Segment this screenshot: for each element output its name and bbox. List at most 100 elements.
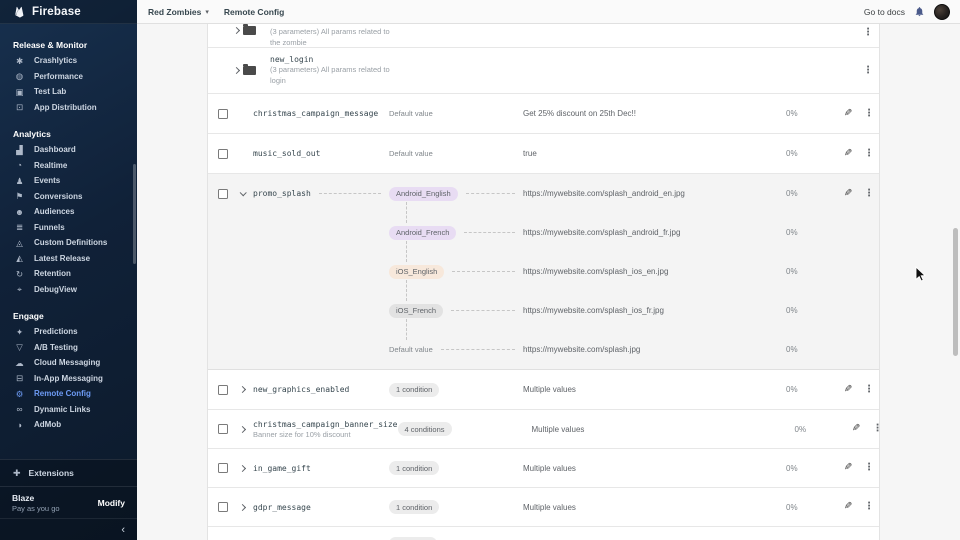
overflow-menu-icon[interactable]: ⋮ — [863, 27, 873, 38]
chevron-right-icon[interactable] — [238, 425, 247, 433]
kebab-cell: ⋮ — [858, 147, 879, 159]
go-to-docs-link[interactable]: Go to docs — [863, 6, 905, 17]
parameter-row[interactable]: christmas_campaign_banner_size Banner siz… — [208, 410, 879, 449]
overflow-menu-icon[interactable]: ⋮ — [864, 501, 874, 512]
row-checkbox[interactable] — [218, 384, 228, 395]
parameter-row-expanded[interactable]: promo_splash Android_English https://myweb… — [208, 174, 879, 370]
pencil-cell: ✎ — [838, 187, 858, 199]
sidebar-scrollbar[interactable] — [133, 164, 136, 264]
row-checkbox[interactable] — [218, 463, 228, 473]
chevron-cell — [232, 464, 253, 472]
sidebar-item-realtime[interactable]: ◔ Realtime — [0, 158, 137, 174]
condition-cell: Android_French — [389, 225, 523, 240]
kebab-cell: ⋮ — [858, 107, 879, 119]
chevron-right-icon[interactable] — [238, 385, 247, 394]
modify-plan-button[interactable]: Modify — [97, 497, 125, 508]
condition-cell: iOS_English — [389, 264, 523, 279]
row-checkbox[interactable] — [218, 108, 228, 119]
collapse-sidebar-icon[interactable]: ‹ — [121, 523, 125, 536]
edit-icon[interactable]: ✎ — [843, 501, 853, 512]
sidebar-item-debugview[interactable]: ⌖ DebugView — [0, 282, 137, 298]
pencil-cell: ✎ — [838, 383, 858, 395]
plan-name: Blaze — [12, 492, 35, 503]
condition-label: Default value — [389, 345, 433, 354]
overflow-menu-icon[interactable]: ⋮ — [864, 107, 874, 119]
chevron-cell — [232, 385, 253, 394]
page-scrollbar[interactable] — [953, 228, 958, 356]
parameter-group-row[interactable]: (3 parameters) All params related to the … — [208, 24, 879, 48]
parameter-row[interactable]: music_sold_out Default value true 0% ✎ ⋮ — [208, 134, 879, 174]
sidebar-item-events[interactable]: ♟ Events — [0, 173, 137, 189]
sidebar-item-funnels[interactable]: ≣ Funnels — [0, 220, 137, 236]
sidebar-item-crashlytics[interactable]: ✱ Crashlytics — [0, 53, 137, 69]
parameter-row[interactable]: in_game_gift 1 condition Multiple values 0%… — [208, 449, 879, 488]
checkbox-cell — [208, 108, 232, 119]
sidebar-item-label: Audiences — [34, 207, 75, 217]
sidebar-item-remote-config[interactable]: ⚙ Remote Config — [0, 386, 137, 402]
sidebar-item-conversions[interactable]: ⚑ Conversions — [0, 189, 137, 205]
chevron-right-icon[interactable] — [238, 503, 247, 511]
sidebar-item-label: Performance — [34, 71, 83, 81]
sidebar-item-dynamic-links[interactable]: ∞ Dynamic Links — [0, 402, 137, 418]
overflow-menu-icon[interactable]: ⋮ — [873, 424, 880, 434]
condition-label: Default value — [389, 149, 433, 158]
breadcrumb[interactable]: Remote Config — [223, 6, 285, 17]
parameter-row[interactable]: new_graphics_enabled 1 condition Multiple … — [208, 370, 879, 410]
sidebar-item-ab-testing[interactable]: ▽ A/B Testing — [0, 340, 137, 356]
edit-icon[interactable]: ✎ — [843, 187, 853, 199]
sidebar-item-latest-release[interactable]: ◭ Latest Release — [0, 251, 137, 267]
chevron-right-icon[interactable] — [232, 66, 241, 75]
dashed-connector — [464, 232, 515, 233]
sidebar-item-audiences[interactable]: ☻ Audiences — [0, 204, 137, 220]
edit-icon[interactable]: ✎ — [843, 147, 853, 159]
extensions-icon: ✚ — [13, 467, 21, 478]
parameter-row-partial[interactable] — [208, 527, 879, 540]
edit-icon[interactable]: ✎ — [852, 423, 861, 434]
avatar[interactable] — [934, 3, 950, 20]
sidebar-item-extensions[interactable]: ✚ Extensions — [0, 459, 137, 487]
edit-icon[interactable]: ✎ — [843, 383, 853, 395]
sidebar-item-admob[interactable]: ◑ AdMob — [0, 417, 137, 433]
sidebar-item-predictions[interactable]: ✦ Predictions — [0, 324, 137, 340]
overflow-menu-icon[interactable]: ⋮ — [864, 383, 874, 395]
name-cell: christmas_campaign_banner_size Banner siz… — [253, 420, 398, 439]
row-checkbox[interactable] — [218, 502, 228, 512]
parameter-group-row[interactable]: new_login (3 parameters) All params relat… — [208, 48, 879, 94]
parameter-row[interactable]: christmas_campaign_message Default value G… — [208, 94, 879, 134]
row-checkbox[interactable] — [218, 424, 228, 434]
sidebar-item-custom-definitions[interactable]: ◬ Custom Definitions — [0, 235, 137, 251]
firebase-logo-row[interactable]: Firebase — [0, 0, 137, 24]
folder-icon — [243, 64, 256, 75]
notifications-bell-icon[interactable] — [914, 6, 925, 17]
sidebar-item-dashboard[interactable]: ▟ Dashboard — [0, 142, 137, 158]
group-description: login — [270, 76, 286, 85]
parameter-row[interactable]: gdpr_message 1 condition Multiple values 0%… — [208, 488, 879, 527]
group-text: (3 parameters) All params related to the … — [267, 26, 857, 48]
app-distribution-icon: ⊡ — [15, 102, 24, 113]
row-checkbox[interactable] — [218, 188, 228, 199]
sidebar-item-performance[interactable]: ◍ Performance — [0, 69, 137, 85]
checkbox-cell — [208, 188, 232, 199]
row-checkbox[interactable] — [218, 148, 228, 159]
condition-label: Default value — [389, 109, 433, 118]
sidebar-item-label: Events — [34, 176, 61, 186]
edit-icon[interactable]: ✎ — [843, 462, 853, 473]
overflow-menu-icon[interactable]: ⋮ — [864, 147, 874, 159]
group-text: new_login (3 parameters) All params relat… — [267, 55, 857, 86]
chevron-right-icon[interactable] — [232, 26, 241, 35]
overflow-menu-icon[interactable]: ⋮ — [863, 64, 873, 76]
project-selector[interactable]: Red Zombies ▾ — [148, 7, 209, 17]
sidebar-item-cloud-messaging[interactable]: ☁ Cloud Messaging — [0, 355, 137, 371]
name-cell: in_game_gift — [253, 464, 389, 473]
edit-icon[interactable]: ✎ — [843, 107, 853, 119]
dashboard-icon: ▟ — [16, 144, 23, 155]
sidebar-item-app-distribution[interactable]: ⊡ App Distribution — [0, 100, 137, 116]
sidebar-item-retention[interactable]: ↻ Retention — [0, 266, 137, 282]
chevron-right-icon[interactable] — [238, 464, 247, 472]
sidebar-item-in-app-messaging[interactable]: ⊟ In-App Messaging — [0, 371, 137, 387]
chevron-down-icon[interactable] — [239, 189, 247, 197]
overflow-menu-icon[interactable]: ⋮ — [864, 187, 874, 199]
brand-name: Firebase — [32, 5, 81, 18]
overflow-menu-icon[interactable]: ⋮ — [864, 462, 874, 473]
sidebar-item-test-lab[interactable]: ▣ Test Lab — [0, 84, 137, 100]
